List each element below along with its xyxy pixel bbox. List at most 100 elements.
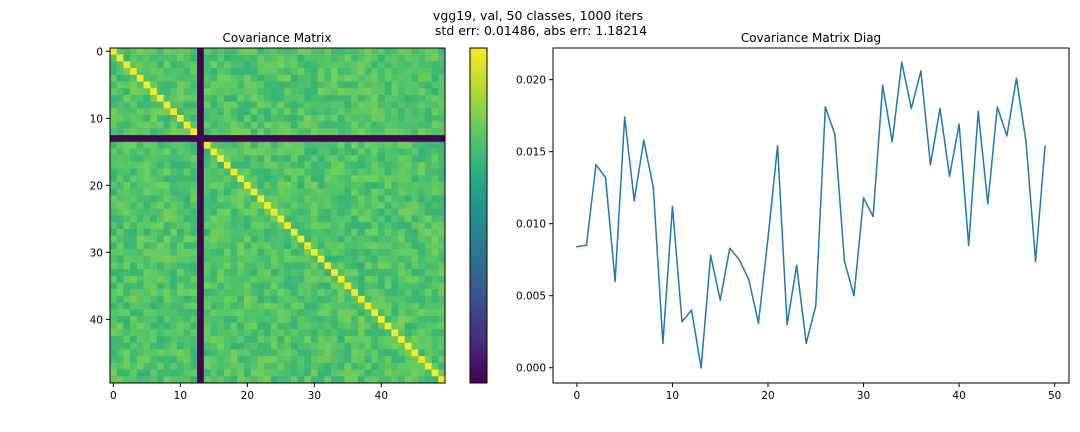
heatmap-cell [431,195,439,203]
heatmap-cell [264,208,272,216]
heatmap-cell [384,128,392,136]
heatmap-cell [163,115,171,123]
heatmap-cell [163,309,171,317]
diag-point [633,199,636,202]
heatmap-cell [250,54,258,62]
heatmap-cell [170,302,178,310]
heatmap-cell [223,316,231,324]
heatmap-cell [317,289,325,297]
heatmap-cell [163,235,171,243]
heatmap-cell [197,242,205,250]
heatmap-cell [304,101,312,109]
diag-point [642,139,645,141]
heatmap-cell [190,262,198,270]
heatmap-cell [150,188,158,196]
heatmap-cell [384,61,392,69]
heatmap-cell [378,94,386,102]
heatmap-cell [130,262,138,270]
heatmap-cell [190,215,198,223]
heatmap-cell [264,148,272,156]
heatmap-cell [371,148,379,156]
heatmap-cell [217,336,225,344]
heatmap-x-tick-label: 0 [110,390,117,402]
heatmap-cell [264,342,272,350]
heatmap-cell [217,61,225,69]
heatmap-cell [331,155,339,163]
heatmap-cell [431,329,439,337]
heatmap-cell [344,135,352,143]
heatmap-cell [304,309,312,317]
heatmap-cell [183,295,191,303]
heatmap-cell [143,376,151,384]
heatmap-cell [257,48,265,56]
heatmap-cell [284,88,292,96]
heatmap-cell [284,369,292,377]
heatmap-cell [418,242,426,250]
heatmap-cell [197,81,205,89]
heatmap-cell [418,121,426,129]
heatmap-cell [384,309,392,317]
heatmap-cell [197,128,205,136]
heatmap-cell [364,302,372,310]
heatmap-cell [183,208,191,216]
heatmap-cell [351,228,359,236]
heatmap-cell [270,94,278,102]
heatmap-cell [384,121,392,129]
heatmap-cell [217,141,225,149]
heatmap-cell [197,329,205,337]
heatmap-cell [418,275,426,283]
heatmap-cell [418,94,426,102]
heatmap-cell [143,309,151,317]
heatmap-cell [244,362,252,370]
heatmap-cell [331,275,339,283]
heatmap-cell [378,101,386,109]
heatmap-cell [411,222,419,230]
heatmap-cell [304,168,312,176]
heatmap-cell [183,362,191,370]
heatmap-cell [136,161,144,169]
heatmap-cell [304,195,312,203]
heatmap-cell [364,182,372,190]
heatmap-cell [136,74,144,82]
heatmap-cell [210,295,218,303]
heatmap-cell [223,269,231,277]
heatmap-cell [183,141,191,149]
heatmap-cell [110,309,118,317]
heatmap-cell [418,135,426,143]
heatmap-cell [424,135,432,143]
heatmap-cell [337,68,345,76]
heatmap-cell [384,295,392,303]
heatmap-cell [311,141,319,149]
heatmap-cell [270,61,278,69]
heatmap-cell [150,228,158,236]
heatmap-cell [384,141,392,149]
heatmap-cell [116,336,124,344]
heatmap-cell [237,269,245,277]
heatmap-cell [344,356,352,364]
heatmap-cell [257,128,265,136]
heatmap-cells [110,48,446,384]
heatmap-cell [136,101,144,109]
heatmap-cell [424,74,432,82]
heatmap-cell [391,336,399,344]
heatmap-cell [223,182,231,190]
heatmap-cell [143,74,151,82]
heatmap-cell [130,195,138,203]
heatmap-cell [304,289,312,297]
heatmap-cell [424,295,432,303]
heatmap-cell [150,269,158,277]
heatmap-cell [123,74,131,82]
heatmap-cell [203,369,211,377]
heatmap-cell [110,88,118,96]
heatmap-cell [364,362,372,370]
heatmap-cell [324,121,332,129]
heatmap-cell [411,161,419,169]
heatmap-cell [431,242,439,250]
heatmap-cell [357,48,365,56]
heatmap-cell [197,48,205,56]
heatmap-cell [297,309,305,317]
heatmap-cell [311,215,319,223]
heatmap-cell [431,68,439,76]
heatmap-cell [264,235,272,243]
heatmap-cell [438,161,446,169]
